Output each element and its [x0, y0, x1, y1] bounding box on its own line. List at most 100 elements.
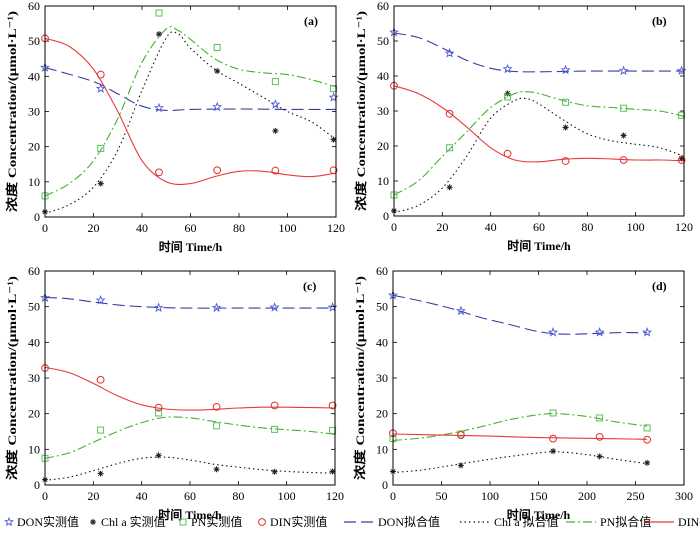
legend-item-chl_fit: Chl a 拟合值	[460, 514, 559, 529]
obs-marker-din	[503, 149, 512, 158]
fit-line-chl	[45, 31, 336, 215]
x-tick-label: 100	[279, 221, 297, 235]
obs-marker-din	[270, 401, 279, 410]
observed-markers	[39, 292, 338, 483]
x-tick-label: 100	[627, 220, 645, 234]
fitted-curves	[394, 32, 684, 214]
y-tick-label: 30	[376, 371, 388, 385]
obs-marker-pn	[213, 422, 221, 430]
legend-item-din_obs: DIN实测值	[258, 514, 327, 529]
obs-marker-pn	[155, 9, 163, 17]
obs-marker-chl	[213, 466, 220, 473]
fitted-curves	[45, 26, 336, 215]
obs-marker-don	[642, 327, 653, 337]
legend-marker-star	[3, 516, 15, 527]
plot-frame	[393, 5, 685, 217]
chart-panel-d: 0 50 100 150 200 250 300 0 10 20 30 40 50 60 (d) 时间 Tim…	[352, 264, 693, 522]
y-tick-label: 50	[28, 34, 40, 48]
obs-marker-din	[96, 375, 105, 384]
x-tick-label: 250	[627, 489, 645, 503]
obs-marker-din	[96, 70, 105, 79]
fit-line-chl	[394, 97, 684, 214]
plot-frame	[392, 270, 685, 486]
legend-label: DIN实测值	[270, 514, 327, 529]
x-tick-label: 20	[87, 489, 99, 503]
x-tick-label: 50	[436, 489, 448, 503]
obs-marker-chl	[596, 453, 603, 460]
obs-marker-din	[643, 435, 652, 444]
legend: DON实测值 Chl a 实测值 PN实测值 DIN实测值 DON拟合值 Chl a 拟合…	[3, 514, 700, 529]
fit-line-din	[394, 85, 684, 163]
obs-marker-din	[271, 166, 280, 175]
obs-marker-pn	[678, 111, 686, 119]
x-tick-label: 60	[184, 489, 196, 503]
fit-line-pn	[393, 413, 648, 441]
fit-line-pn	[45, 416, 335, 459]
obs-marker-don	[270, 99, 281, 109]
panel-label: (c)	[303, 279, 316, 293]
obs-marker-din	[445, 109, 454, 118]
legend-label: DON实测值	[17, 514, 79, 529]
observed-markers	[388, 27, 687, 214]
obs-marker-don	[502, 63, 513, 74]
x-tick-label: 0	[42, 489, 48, 503]
y-tick-label: 0	[34, 210, 40, 224]
observed-markers	[387, 290, 653, 475]
obs-marker-pn	[155, 409, 163, 417]
obs-marker-don	[212, 101, 223, 112]
obs-marker-pn	[213, 43, 221, 51]
obs-marker-pn	[549, 409, 557, 417]
legend-item-don_obs: DON实测值	[3, 514, 79, 529]
obs-marker-pn	[330, 85, 338, 93]
x-tick-label: 80	[232, 489, 244, 503]
obs-marker-chl	[271, 468, 278, 475]
y-tick-label: 40	[377, 69, 389, 83]
x-axis-label: 时间 Time/h	[507, 238, 571, 253]
obs-marker-pn	[643, 424, 651, 432]
y-tick-label: 40	[376, 335, 388, 349]
y-tick-label: 30	[28, 105, 40, 119]
chart-panel-b: 0 20 40 60 80 100 120 0 10 20 30 40 50 60 (b) 时间 Time/h…	[353, 0, 693, 253]
y-tick-label: 0	[382, 478, 388, 492]
legend-marker-square	[179, 518, 187, 526]
y-tick-label: 60	[28, 0, 40, 13]
obs-marker-din	[561, 157, 570, 165]
y-tick-label: 40	[28, 69, 40, 83]
obs-marker-chl	[562, 124, 569, 131]
obs-marker-don	[95, 83, 106, 93]
fit-line-don	[394, 32, 684, 73]
x-tick-label: 60	[533, 220, 545, 234]
obs-marker-don	[153, 302, 164, 313]
obs-marker-pn	[97, 426, 105, 434]
panel-label: (a)	[304, 14, 318, 28]
obs-marker-chl	[550, 448, 557, 455]
fit-line-pn	[394, 91, 684, 196]
legend-label: DON拟合值	[378, 514, 440, 529]
plot-frame	[44, 270, 336, 486]
x-tick-label: 40	[136, 221, 148, 235]
x-tick-label: 100	[481, 489, 499, 503]
obs-marker-pn	[596, 414, 604, 422]
y-tick-label: 0	[383, 209, 389, 223]
y-tick-label: 20	[28, 407, 40, 421]
y-tick-label: 20	[377, 139, 389, 153]
legend-item-pn_fit: PN拟合值	[566, 514, 651, 529]
obs-marker-din	[549, 434, 557, 443]
y-tick-label: 10	[377, 174, 389, 188]
obs-marker-din	[457, 431, 465, 439]
obs-marker-don	[211, 302, 222, 313]
legend-item-chl_obs: Chl a 实测值	[90, 514, 166, 529]
legend-marker-asterisk	[90, 519, 96, 525]
obs-marker-pn	[504, 93, 512, 101]
y-axis-label: 浓度 Concentration/(μmol·L⁻¹)	[352, 276, 367, 480]
observed-markers	[39, 9, 339, 215]
fit-line-din	[45, 366, 335, 411]
obs-marker-pn	[271, 425, 279, 433]
legend-item-din_fit: DIN拟合值	[644, 514, 700, 529]
y-axis-label: 浓度 Concentration/(μmol·L⁻¹)	[4, 276, 19, 480]
x-axis-label: 时间 Time/h	[159, 239, 223, 254]
obs-marker-pn	[97, 144, 105, 152]
obs-marker-pn	[620, 104, 628, 112]
y-axis-label: 浓度 Concentration/(μmol·L⁻¹)	[4, 11, 19, 212]
